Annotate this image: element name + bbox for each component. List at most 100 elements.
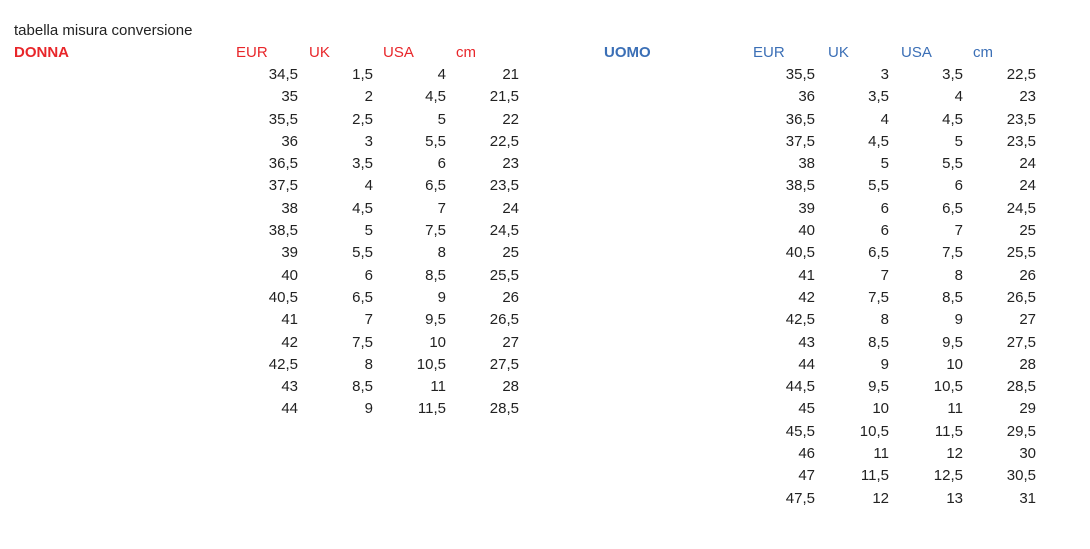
donna-cell: 5 [437, 110, 446, 128]
uomo-header-usa: USA [901, 44, 932, 61]
donna-cell: 25,5 [489, 266, 519, 284]
donna-cell: 4 [364, 177, 373, 195]
donna-cell: 6 [364, 266, 373, 284]
uomo-cell: 5,5 [942, 155, 963, 173]
uomo-cell: 10,5 [859, 422, 889, 440]
table-row: 38,5 5 7,5 24,5 40 6 7 25 [0, 220, 1090, 242]
uomo-cell: 6,5 [868, 244, 889, 262]
uomo-cell: 3,5 [942, 66, 963, 83]
uomo-cell: 31 [1019, 489, 1036, 507]
donna-cell: 8 [437, 244, 446, 262]
donna-cell: 2,5 [352, 110, 373, 128]
donna-cell: 6,5 [425, 177, 446, 195]
uomo-cell: 8 [954, 266, 963, 284]
donna-cell: 9,5 [425, 311, 446, 329]
uomo-cell: 28,5 [1006, 378, 1036, 396]
uomo-cell: 8 [880, 311, 889, 329]
donna-cell: 11 [430, 378, 446, 396]
donna-cell: 25 [502, 244, 519, 262]
donna-header-eur: EUR [236, 44, 268, 61]
uomo-cell: 24,5 [1006, 199, 1036, 217]
donna-cell: 24 [502, 199, 519, 217]
donna-cell: 1,5 [352, 66, 373, 83]
uomo-cell: 9,5 [868, 378, 889, 396]
uomo-cell: 10,5 [933, 378, 963, 396]
donna-cell: 8 [364, 355, 373, 373]
donna-cell: 8,5 [352, 378, 373, 396]
donna-cell: 35,5 [268, 110, 298, 128]
table-row: 37,5 4 6,5 23,5 38,5 5,5 6 24 [0, 175, 1090, 197]
uomo-cell: 23 [1019, 88, 1036, 106]
donna-section-label: DONNA [14, 44, 69, 61]
donna-cell: 7 [364, 311, 373, 329]
uomo-cell: 5,5 [868, 177, 889, 195]
uomo-cell: 11 [873, 445, 889, 463]
donna-cell: 6 [437, 155, 446, 173]
conversion-table: 34,5 1,5 4 21 35,5 3 3,5 22,5 35 2 4,5 21,5 36 3,5 4 23… [0, 64, 1090, 510]
donna-cell: 39 [281, 244, 298, 262]
uomo-cell: 30,5 [1006, 467, 1036, 485]
table-row: 35 2 4,5 21,5 36 3,5 4 23 [0, 86, 1090, 108]
donna-cell: 37,5 [268, 177, 298, 195]
donna-cell: 36,5 [268, 155, 298, 173]
donna-cell: 23,5 [489, 177, 519, 195]
donna-cell: 27,5 [489, 355, 519, 373]
uomo-cell: 3,5 [868, 88, 889, 106]
uomo-cell: 4 [880, 110, 889, 128]
donna-cell: 2 [364, 88, 373, 106]
donna-cell: 5,5 [352, 244, 373, 262]
uomo-cell: 27 [1019, 311, 1036, 329]
donna-cell: 5,5 [425, 132, 446, 150]
donna-header-usa: USA [383, 44, 414, 61]
uomo-cell: 3 [880, 66, 889, 83]
uomo-cell: 41 [798, 266, 815, 284]
uomo-cell: 11,5 [934, 422, 963, 440]
uomo-cell: 43 [798, 333, 815, 351]
donna-cell: 28,5 [489, 400, 519, 418]
uomo-cell: 28 [1019, 355, 1036, 373]
uomo-cell: 6 [880, 199, 889, 217]
uomo-cell: 36,5 [785, 110, 815, 128]
uomo-cell: 4 [954, 88, 963, 106]
table-row: 40,5 6,5 9 26 42 7,5 8,5 26,5 [0, 287, 1090, 309]
donna-cell: 5 [364, 222, 373, 240]
uomo-cell: 25,5 [1006, 244, 1036, 262]
donna-cell: 35 [281, 88, 298, 106]
uomo-cell: 39 [798, 199, 815, 217]
uomo-section-label: UOMO [604, 44, 651, 61]
donna-cell: 4,5 [352, 199, 373, 217]
donna-cell: 10 [429, 333, 446, 351]
donna-cell: 3,5 [352, 155, 373, 173]
uomo-cell: 46 [798, 445, 815, 463]
donna-cell: 4,5 [425, 88, 446, 106]
table-row: 43 8,5 11 28 44,5 9,5 10,5 28,5 [0, 376, 1090, 398]
table-row: 42 7,5 10 27 43 8,5 9,5 27,5 [0, 332, 1090, 354]
uomo-cell: 24 [1019, 177, 1036, 195]
donna-cell: 41 [281, 311, 298, 329]
uomo-cell: 23,5 [1006, 110, 1036, 128]
donna-cell: 7,5 [352, 333, 373, 351]
uomo-cell: 24 [1019, 155, 1036, 173]
uomo-cell: 9 [880, 355, 889, 373]
donna-cell: 3 [364, 132, 373, 150]
donna-cell: 34,5 [268, 66, 298, 83]
uomo-cell: 27,5 [1006, 333, 1036, 351]
uomo-cell: 6 [880, 222, 889, 240]
donna-cell: 7,5 [425, 222, 446, 240]
donna-cell: 40 [281, 266, 298, 284]
uomo-cell: 44 [798, 355, 815, 373]
donna-cell: 6,5 [352, 288, 373, 306]
uomo-cell: 40 [798, 222, 815, 240]
uomo-cell: 40,5 [785, 244, 815, 262]
uomo-cell: 44,5 [785, 378, 815, 396]
donna-cell: 42 [281, 333, 298, 351]
donna-cell: 44 [281, 400, 298, 418]
uomo-cell: 36 [798, 88, 815, 106]
uomo-cell: 38 [798, 155, 815, 173]
donna-cell: 38,5 [268, 222, 298, 240]
table-row: 46 11 12 30 [0, 443, 1090, 465]
uomo-cell: 7,5 [868, 288, 889, 306]
uomo-cell: 7 [954, 222, 963, 240]
donna-cell: 22 [502, 110, 519, 128]
sheet-title: tabella misura conversione [14, 22, 193, 39]
